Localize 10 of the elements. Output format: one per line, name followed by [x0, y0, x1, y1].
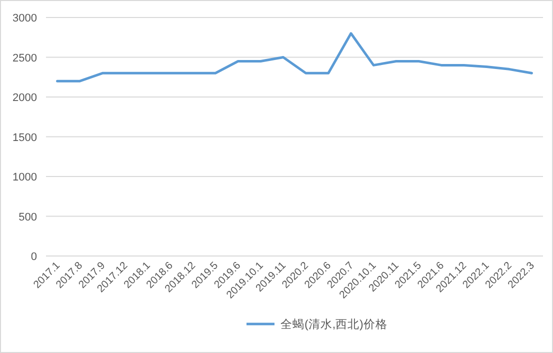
y-tick-label: 2500	[12, 52, 37, 64]
y-tick-label: 500	[18, 211, 37, 224]
legend-label: 全蝎(清水,西北)价格	[280, 318, 388, 331]
y-tick-label: 1500	[12, 132, 37, 144]
y-tick-label: 1000	[12, 172, 37, 184]
line-series	[56, 32, 533, 82]
legend: 全蝎(清水,西北)价格	[246, 319, 388, 331]
y-tick-label: 2000	[12, 92, 37, 104]
y-tick-label: 3000	[12, 12, 37, 24]
y-tick-label: 0	[30, 251, 37, 263]
